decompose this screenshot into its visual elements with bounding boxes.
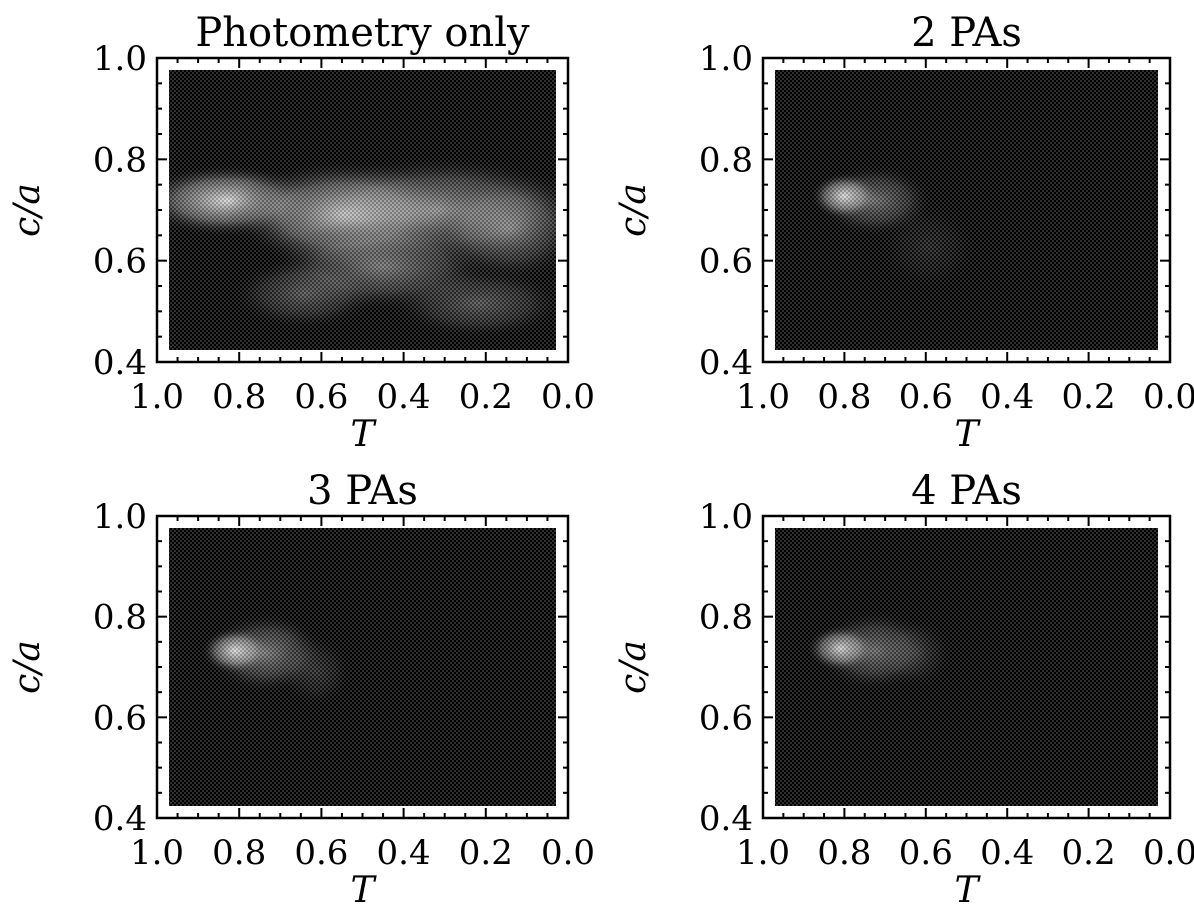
y-axis-label: c/a [7, 640, 48, 694]
x-tick-label: 0.2 [459, 833, 513, 873]
y-axis-label: c/a [7, 183, 48, 237]
x-tick-label: 1.0 [130, 377, 184, 417]
x-tick-label: 0.4 [980, 377, 1034, 417]
panel-4: 1.0 0.8 0.6 0.4 0.2 0.0 0.4 0.6 0.8 1.0 4 PAs Tc/a [613, 468, 1194, 911]
y-tick-label: 0.6 [93, 242, 147, 282]
x-tick-label: 0.0 [1143, 833, 1194, 873]
x-tick-label: 0.2 [459, 377, 513, 417]
y-tick-label: 0.8 [93, 598, 147, 638]
panel-title: 3 PAs [307, 468, 418, 514]
x-axis-label: T [350, 414, 377, 455]
heatmap-density [775, 528, 1158, 806]
x-tick-label: 0.4 [377, 833, 431, 873]
x-axis-label: T [954, 870, 981, 911]
x-axis-label: T [954, 414, 981, 455]
x-tick-label: 0.0 [541, 833, 595, 873]
x-tick-label: 0.6 [294, 377, 348, 417]
x-tick-label: 0.2 [1062, 377, 1116, 417]
x-tick-label: 0.8 [212, 833, 266, 873]
x-tick-label: 1.0 [736, 377, 790, 417]
x-tick-label: 0.6 [899, 833, 953, 873]
y-axis-label: c/a [613, 183, 654, 237]
x-tick-label: 0.0 [1143, 377, 1194, 417]
y-tick-label: 0.6 [93, 698, 147, 738]
x-tick-label: 0.8 [212, 377, 266, 417]
x-axis-label: T [350, 870, 377, 911]
y-tick-label: 1.0 [93, 39, 147, 79]
x-tick-label: 0.0 [541, 377, 595, 417]
panel-title: 2 PAs [911, 10, 1022, 56]
heatmap-density [169, 70, 556, 350]
y-tick-label: 0.8 [93, 140, 147, 180]
y-tick-label: 0.4 [93, 799, 147, 839]
panel-2: 1.0 0.8 0.6 0.4 0.2 0.0 0.4 0.6 0.8 1.0 2 PAs Tc/a [613, 10, 1194, 455]
y-tick-label: 0.8 [699, 598, 753, 638]
x-tick-label: 0.6 [294, 833, 348, 873]
y-tick-label: 0.4 [93, 343, 147, 383]
y-tick-label: 0.4 [699, 799, 753, 839]
x-tick-label: 0.8 [817, 377, 871, 417]
panel-title: 4 PAs [911, 468, 1022, 514]
panel-1: 1.0 0.8 0.6 0.4 0.2 0.0 0.4 0.6 0.8 1.0 Photometry… [7, 10, 595, 455]
y-tick-label: 1.0 [699, 497, 753, 537]
panel-title: Photometry only [195, 10, 530, 56]
y-tick-label: 1.0 [699, 39, 753, 79]
y-tick-label: 1.0 [93, 497, 147, 537]
dither-overlay [169, 70, 556, 350]
y-tick-label: 0.6 [699, 242, 753, 282]
x-tick-label: 0.8 [817, 833, 871, 873]
y-tick-label: 0.4 [699, 343, 753, 383]
x-tick-label: 0.4 [980, 833, 1034, 873]
dither-overlay [169, 528, 556, 806]
y-tick-label: 0.6 [699, 698, 753, 738]
x-tick-label: 1.0 [736, 833, 790, 873]
heatmap-density [775, 70, 1158, 350]
y-tick-label: 0.8 [699, 140, 753, 180]
x-tick-label: 1.0 [130, 833, 184, 873]
dither-overlay [775, 528, 1158, 806]
x-tick-label: 0.4 [377, 377, 431, 417]
x-tick-label: 0.6 [899, 377, 953, 417]
dither-overlay [775, 70, 1158, 350]
heatmap-density [169, 528, 556, 806]
x-tick-label: 0.2 [1062, 833, 1116, 873]
y-axis-label: c/a [613, 640, 654, 694]
panel-3: 1.0 0.8 0.6 0.4 0.2 0.0 0.4 0.6 0.8 1.0 3 PAs Tc/a [7, 468, 595, 911]
